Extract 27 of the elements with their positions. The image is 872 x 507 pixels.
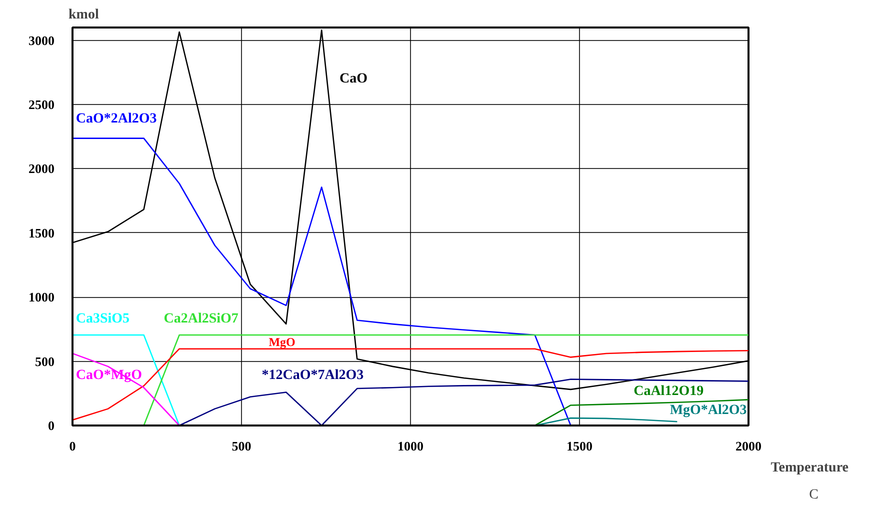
line-series <box>178 378 748 426</box>
x-tick-label: 2000 <box>736 438 762 454</box>
series-label: MgO*Al2O3 <box>670 402 747 418</box>
series-label: CaO*2Al2O3 <box>76 111 157 126</box>
y-tick-label: 2500 <box>28 97 54 112</box>
series-label: MgO <box>268 334 296 349</box>
line-series <box>72 352 180 426</box>
y-tick-label: 500 <box>35 354 54 369</box>
series-label: Ca3SiO5 <box>76 312 130 327</box>
line-series <box>72 138 572 426</box>
x-tick-label: 1500 <box>566 438 592 454</box>
y-tick-label: 2000 <box>28 161 54 176</box>
y-tick-label: 1500 <box>28 225 54 240</box>
line-series <box>534 399 748 426</box>
series-label: CaAl12O19 <box>634 384 704 400</box>
y-tick-label: 1000 <box>28 290 54 305</box>
x-tick-label: 500 <box>232 438 252 454</box>
x-axis-title: Temperature C <box>770 460 848 502</box>
series-label: Ca2Al2SiO7 <box>164 312 238 327</box>
y-axis-title: kmol <box>68 8 99 22</box>
x-tick-label: 0 <box>69 438 76 454</box>
line-series <box>72 348 748 421</box>
x-tick-label: 1000 <box>398 438 424 454</box>
y-tick-label: 3000 <box>28 32 54 48</box>
series-label: CaO <box>340 72 368 87</box>
series-label: *12CaO*7Al2O3 <box>262 368 364 384</box>
y-tick-label: 0 <box>48 418 54 433</box>
